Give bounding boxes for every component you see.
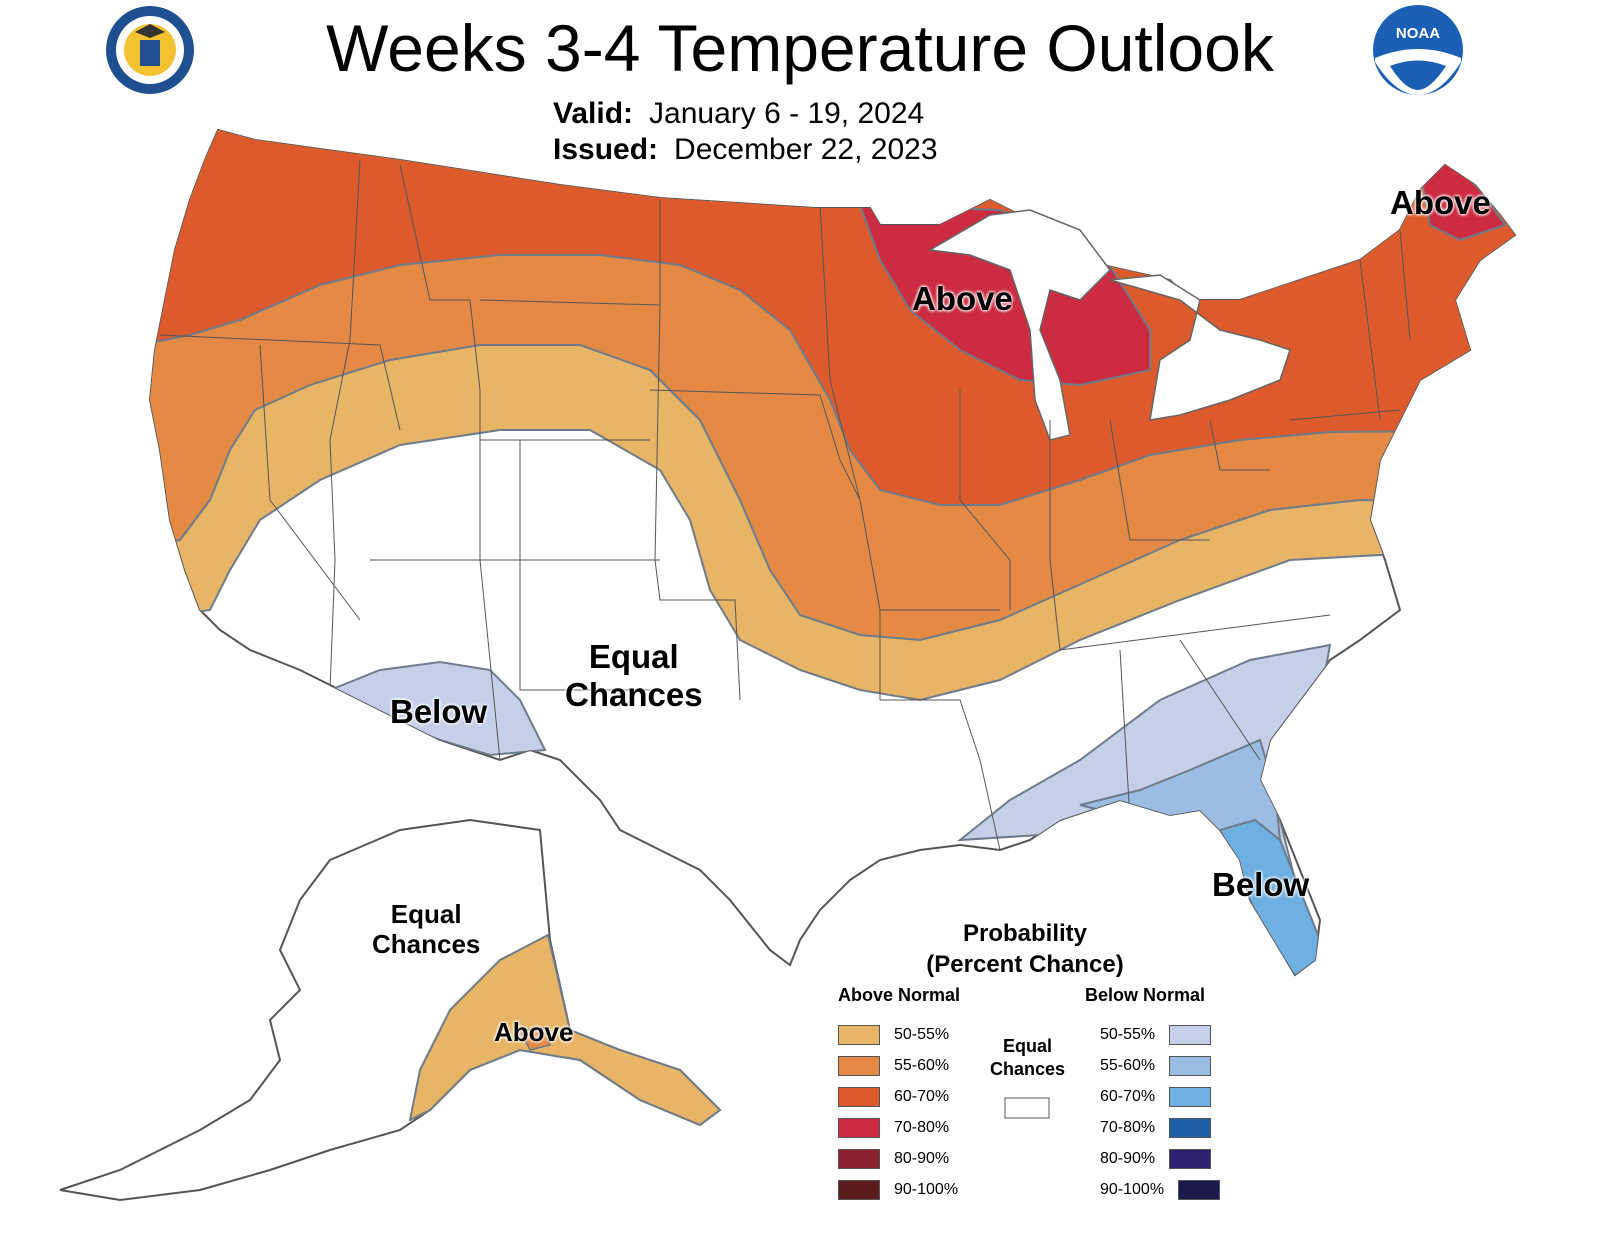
noaa-logo-text: NOAA — [1396, 25, 1440, 42]
legend-above-swatch — [838, 1025, 880, 1045]
legend-above-row: 90-100% — [838, 1179, 958, 1201]
legend-below-row: 50-55% — [1100, 1024, 1212, 1046]
legend-above-swatch — [838, 1118, 880, 1138]
issued-label: Issued: — [553, 133, 659, 166]
legend-above-swatch — [838, 1087, 880, 1107]
label-below-southwest: Below — [390, 693, 488, 730]
legend-below-row: 90-100% — [1100, 1179, 1221, 1201]
legend-above-label: 55-60% — [894, 1057, 950, 1074]
equal-chances-swatch — [1004, 1097, 1050, 1119]
label-equal-chances-conus: Equal Chances — [565, 638, 703, 713]
label-above-maine: Above — [1390, 184, 1491, 221]
legend-below-label: 80-90% — [1100, 1150, 1156, 1167]
state-boundaries — [159, 159, 1411, 881]
label-equal-chances-alaska: Equal Chances — [372, 899, 481, 959]
legend-above-swatch — [838, 1056, 880, 1076]
label-above-great-lakes: Above — [912, 280, 1013, 317]
legend-above-label: 90-100% — [894, 1181, 959, 1198]
noaa-logo-icon: NOAA — [1373, 5, 1463, 95]
department-of-commerce-seal-icon — [106, 6, 194, 94]
legend-below-row: 80-90% — [1100, 1148, 1212, 1170]
legend-above-label: 70-80% — [894, 1119, 950, 1136]
legend-above-label: 50-55% — [894, 1026, 950, 1043]
valid-label: Valid: — [553, 97, 634, 130]
label-above-alaska: Above — [494, 1017, 574, 1047]
legend-above-row: 55-60% — [838, 1055, 949, 1077]
legend-above-row: 80-90% — [838, 1148, 949, 1170]
legend-above-swatch — [838, 1180, 880, 1200]
legend-below-label: 60-70% — [1100, 1088, 1156, 1105]
legend-below-label: 55-60% — [1100, 1057, 1156, 1074]
great-lakes-water — [927, 209, 1291, 441]
legend-below-swatch — [1169, 1025, 1212, 1045]
issued-line: Issued: December 22, 2023 — [553, 132, 938, 168]
alaska-outline — [59, 818, 722, 1202]
legend-below-swatch — [1169, 1056, 1212, 1076]
legend-below-row: 55-60% — [1100, 1055, 1212, 1077]
legend-below-label: 90-100% — [1100, 1181, 1165, 1198]
valid-value: January 6 - 19, 2024 — [649, 97, 925, 130]
legend-below-label: 50-55% — [1100, 1026, 1156, 1043]
issued-value: December 22, 2023 — [674, 133, 938, 166]
legend-equal-label: Equal Chances — [989, 1036, 1066, 1079]
legend-below-swatch — [1169, 1149, 1212, 1169]
legend-above-row: 50-55% — [838, 1024, 949, 1046]
legend-above-row: 60-70% — [838, 1086, 949, 1108]
legend-below-row: 70-80% — [1100, 1117, 1212, 1139]
legend-below-swatch — [1178, 1180, 1221, 1200]
legend-above-header: Above Normal — [838, 985, 961, 1005]
alaska-above-55-60-region — [518, 1027, 551, 1051]
legend-below-header: Below Normal — [1085, 985, 1206, 1005]
legend-below-row: 60-70% — [1100, 1086, 1212, 1108]
legend-below-label: 70-80% — [1100, 1119, 1156, 1136]
valid-line: Valid: January 6 - 19, 2024 — [553, 96, 924, 132]
label-below-florida: Below — [1212, 866, 1310, 903]
legend-title: Probability (Percent Chance) — [926, 920, 1124, 978]
legend-below-swatch — [1169, 1118, 1212, 1138]
legend-above-swatch — [838, 1149, 880, 1169]
legend-above-label: 80-90% — [894, 1150, 950, 1167]
legend-above-label: 60-70% — [894, 1088, 950, 1105]
legend-above-row: 70-80% — [838, 1117, 949, 1139]
page-title: Weeks 3-4 Temperature Outlook — [326, 11, 1274, 85]
legend-below-swatch — [1169, 1087, 1212, 1107]
alaska-above-50-55-region — [408, 933, 722, 1127]
